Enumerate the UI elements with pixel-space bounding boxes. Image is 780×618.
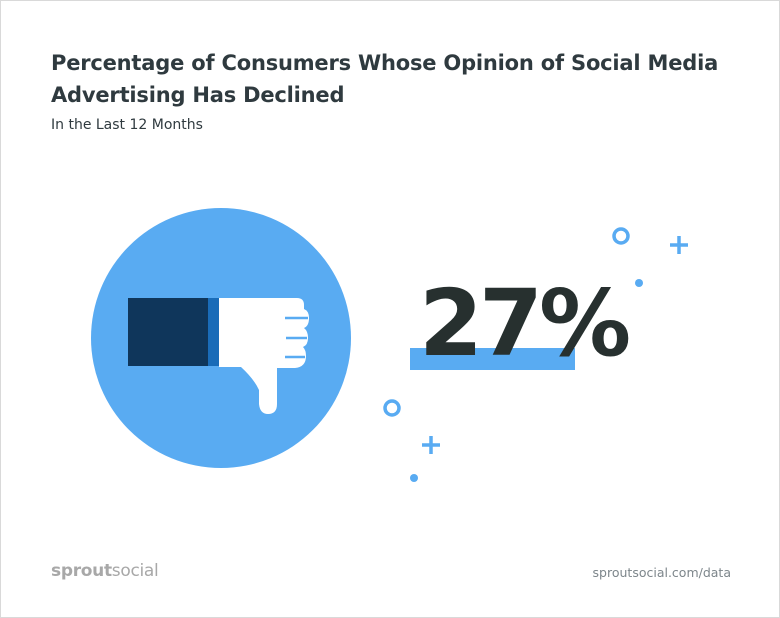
page-subtitle: In the Last 12 Months <box>51 117 203 133</box>
source-url: sproutsocial.com/data <box>592 565 731 580</box>
thumbs-down-icon <box>128 298 309 414</box>
dot-icon <box>635 279 643 287</box>
decorations <box>383 227 688 482</box>
ring-icon <box>383 399 401 417</box>
logo-text-sprout: sprout <box>51 561 112 581</box>
ring-icon <box>612 227 630 245</box>
stat-underline-highlight <box>410 348 575 370</box>
sproutsocial-logo: sproutsocial <box>51 560 159 582</box>
sleeve <box>128 298 209 366</box>
plus-icon <box>422 436 440 454</box>
logo-text-social: social <box>111 561 159 581</box>
cuff <box>208 298 219 366</box>
hand <box>219 298 309 414</box>
plus-icon <box>670 236 688 254</box>
dot-icon <box>410 474 418 482</box>
page-title: Percentage of Consumers Whose Opinion of… <box>51 51 719 107</box>
stat-value: 27% <box>419 270 631 377</box>
